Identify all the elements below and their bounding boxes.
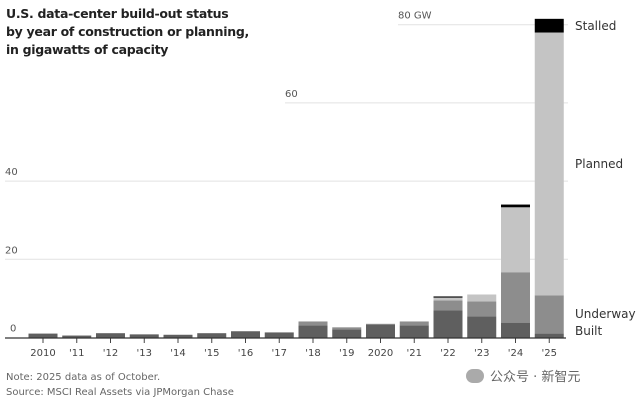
bar-segment-built <box>264 332 294 338</box>
bar-segment-built <box>366 324 395 338</box>
chart-title: U.S. data-center build-out status by yea… <box>6 5 249 59</box>
x-tick-label: '21 <box>407 348 422 359</box>
legend-label-planned: Planned <box>575 157 623 171</box>
legend-label-built: Built <box>575 324 603 338</box>
legend-label-underway: Underway <box>575 307 636 321</box>
x-tick-label: '11 <box>69 348 84 359</box>
bar-segment-stalled <box>501 204 530 208</box>
wechat-icon <box>466 369 484 383</box>
watermark-text: 公众号 · 新智元 <box>490 370 581 385</box>
bar-segment-planned <box>433 297 463 301</box>
bar-segment-built <box>62 335 92 338</box>
x-tick-label: '13 <box>137 348 152 359</box>
x-tick-label: '19 <box>339 348 354 359</box>
title-line: in gigawatts of capacity <box>6 42 169 57</box>
bar-segment-built <box>332 329 362 338</box>
x-tick-label: '12 <box>103 348 118 359</box>
bar-segment-built <box>197 333 227 338</box>
bar-segment-underway <box>501 272 530 323</box>
bar-segment-built <box>467 316 497 338</box>
bar-segment-underway <box>366 323 395 325</box>
bar-segment-built <box>129 334 159 338</box>
x-tick-label: '24 <box>508 348 523 359</box>
watermark: 公众号 · 新智元 <box>466 366 580 385</box>
x-tick-label: 2020 <box>368 348 393 359</box>
note-text: Note: 2025 data as of October. <box>6 372 161 383</box>
source-text: Source: MSCI Real Assets via JPMorgan Ch… <box>6 387 234 398</box>
bar-segment-underway <box>433 300 463 311</box>
y-tick-label: 60 <box>285 89 298 100</box>
bar-segment-underway <box>332 327 362 330</box>
bar-segment-built <box>231 331 260 338</box>
x-tick-label: '18 <box>305 348 320 359</box>
bar-segment-underway <box>399 321 429 326</box>
bar-segment-underway <box>534 295 564 334</box>
y-tick-label: 40 <box>5 167 18 178</box>
bar-segment-built <box>501 322 530 338</box>
bar-segment-built <box>433 310 463 338</box>
bar-segment-planned <box>534 32 564 296</box>
x-tick-label: '14 <box>170 348 185 359</box>
bar-segment-built <box>28 333 58 338</box>
title-line: by year of construction or planning, <box>6 24 249 39</box>
x-tick-label: '17 <box>272 348 287 359</box>
bar-segment-planned <box>467 294 497 302</box>
bar-segment-built <box>399 325 429 338</box>
bar-segment-stalled <box>534 18 564 33</box>
x-tick-label: '23 <box>474 348 489 359</box>
bar-segment-built <box>534 333 564 338</box>
x-tick-label: '25 <box>542 348 557 359</box>
legend-label-stalled: Stalled <box>575 19 616 33</box>
bar-segment-stalled <box>433 296 463 298</box>
bar-segment-built <box>163 334 193 338</box>
bar-segment-built <box>96 333 125 338</box>
y-tick-label: 0 <box>10 324 16 335</box>
x-tick-label: '22 <box>440 348 455 359</box>
y-tick-label: 80 GW <box>398 11 432 22</box>
bar-segment-built <box>298 325 328 338</box>
x-tick-label: '15 <box>204 348 219 359</box>
x-tick-label: '16 <box>238 348 253 359</box>
x-tick-label: 2010 <box>30 348 55 359</box>
notes: Note: 2025 data as of October. Source: M… <box>6 370 234 400</box>
bar-segment-underway <box>467 301 497 317</box>
title-line: U.S. data-center build-out status <box>6 6 229 21</box>
bar-segment-planned <box>501 207 530 273</box>
y-tick-label: 20 <box>5 245 18 256</box>
bar-segment-underway <box>298 321 328 326</box>
